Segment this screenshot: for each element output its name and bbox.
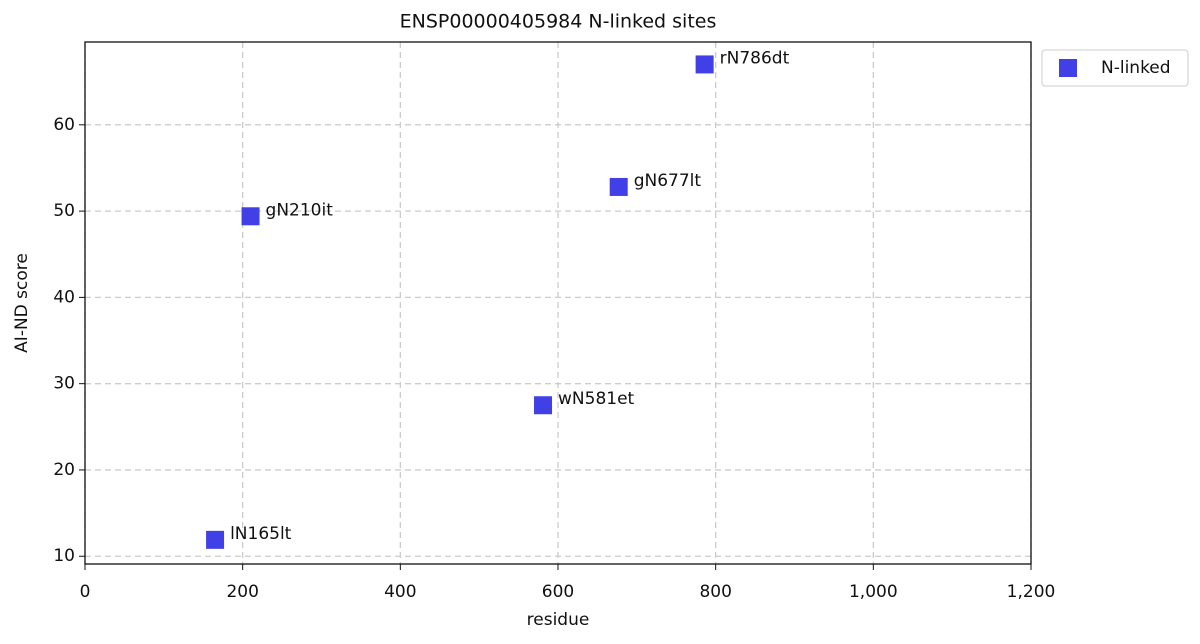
y-tick-label: 40: [53, 287, 75, 307]
point: [241, 207, 260, 226]
plot-frame: [84, 41, 1032, 565]
x-tick-label: 0: [80, 582, 91, 602]
y-tick-label: 10: [53, 546, 75, 566]
legend-box: [1041, 49, 1189, 87]
x-tick-label: 800: [699, 582, 731, 602]
y-tick-label: 20: [53, 460, 75, 480]
legend-marker: [1059, 59, 1077, 77]
x-axis-label: residue: [527, 610, 590, 630]
x-tick-label: 200: [226, 582, 258, 602]
point-label: rN786dt: [720, 48, 790, 68]
y-tick-label: 30: [53, 374, 75, 394]
point: [609, 177, 628, 196]
point-label: gN677lt: [634, 171, 702, 191]
point-label: lN165lt: [230, 524, 292, 544]
x-tick-label: 600: [542, 582, 574, 602]
x-tick-label: 1,000: [849, 582, 898, 602]
x-tick-label: 400: [384, 582, 416, 602]
point-label: wN581et: [558, 389, 635, 409]
point: [206, 530, 225, 549]
point-label: gN210it: [266, 200, 334, 220]
point: [534, 396, 553, 415]
chart-title: ENSP00000405984 N-linked sites: [400, 11, 717, 33]
y-tick-label: 60: [53, 115, 75, 135]
y-axis-label: AI-ND score: [12, 253, 32, 353]
legend-label: N-linked: [1101, 58, 1171, 78]
x-tick-label: 1,200: [1007, 582, 1056, 602]
y-tick-label: 50: [53, 201, 75, 221]
point: [695, 55, 714, 74]
